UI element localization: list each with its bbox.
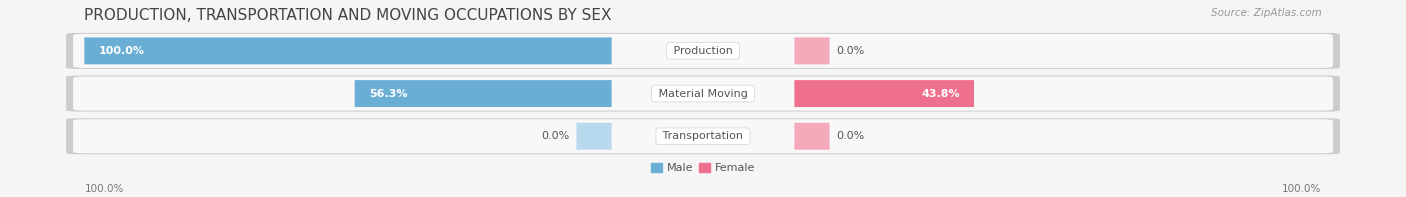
Text: 100.0%: 100.0%	[84, 184, 124, 194]
Legend: Male, Female: Male, Female	[647, 158, 759, 178]
Text: 100.0%: 100.0%	[98, 46, 145, 56]
Text: 0.0%: 0.0%	[837, 46, 865, 56]
Text: 100.0%: 100.0%	[1282, 184, 1322, 194]
Text: 0.0%: 0.0%	[837, 131, 865, 141]
Text: Material Moving: Material Moving	[655, 89, 751, 98]
Text: Source: ZipAtlas.com: Source: ZipAtlas.com	[1211, 8, 1322, 18]
Text: Transportation: Transportation	[659, 131, 747, 141]
Text: 0.0%: 0.0%	[541, 131, 569, 141]
Text: Production: Production	[669, 46, 737, 56]
Text: PRODUCTION, TRANSPORTATION AND MOVING OCCUPATIONS BY SEX: PRODUCTION, TRANSPORTATION AND MOVING OC…	[84, 8, 612, 23]
Text: 56.3%: 56.3%	[368, 89, 408, 98]
Text: 43.8%: 43.8%	[921, 89, 960, 98]
